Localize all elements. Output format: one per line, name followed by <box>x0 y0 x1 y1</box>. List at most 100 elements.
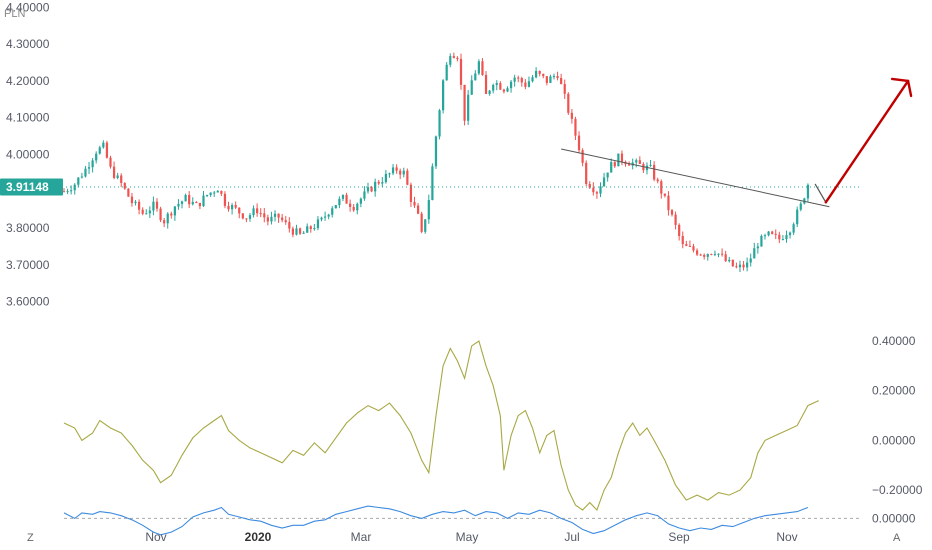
price-candle <box>141 207 144 216</box>
price-candle <box>452 52 455 59</box>
olive-indicator-line <box>63 340 819 512</box>
price-candle <box>760 234 763 247</box>
price-candle <box>234 201 237 210</box>
price-candle <box>438 108 441 140</box>
auto-scale-button-label[interactable]: A <box>893 532 901 544</box>
price-candle <box>345 192 348 204</box>
price-candle <box>756 242 759 254</box>
price-candle <box>445 62 448 81</box>
price-candle <box>263 208 266 223</box>
price-candle <box>180 200 184 209</box>
zoom-button-left-label[interactable]: Z <box>27 532 34 544</box>
price-candle <box>406 168 409 186</box>
blue-oscillator-line <box>63 505 809 536</box>
price-candle <box>620 150 624 166</box>
price-tick-label: 3.70000 <box>6 258 50 272</box>
price-candle <box>713 250 717 257</box>
indicator-lines: 0.00000 <box>63 340 916 536</box>
price-candle <box>316 216 320 231</box>
price-candle <box>481 58 484 76</box>
price-candle <box>70 185 73 195</box>
price-tick-label: 3.60000 <box>6 295 50 309</box>
last-price-badge-bg <box>0 178 63 196</box>
price-candle <box>434 135 438 169</box>
price-pane: 4.40000 4.30000 4.20000 4.10000 4.00000 3.800… <box>0 0 913 309</box>
price-candle <box>470 75 473 95</box>
price-candle <box>159 206 162 223</box>
price-candle <box>613 161 616 168</box>
price-candle <box>574 116 577 141</box>
price-candle <box>767 231 770 237</box>
price-candle <box>184 193 187 202</box>
price-candle <box>302 230 305 234</box>
price-candle <box>374 178 377 197</box>
oscillator-tick-label: 0.00000 <box>872 511 916 525</box>
price-candle <box>238 207 241 219</box>
price-candle <box>717 253 720 258</box>
price-candle <box>509 80 513 93</box>
price-candle <box>381 177 384 187</box>
time-tick-label: Nov <box>145 530 166 544</box>
price-candle <box>155 198 159 212</box>
indicator-pane-1: 0.40000 0.20000 0.00000 −0.20000 0.00000 <box>63 334 923 536</box>
price-candle <box>288 217 291 233</box>
price-candle <box>753 242 756 259</box>
indicator-tick-label: 0.20000 <box>872 384 916 398</box>
price-candle <box>499 81 502 91</box>
price-candle <box>738 260 742 273</box>
price-candle <box>420 211 423 234</box>
price-candle <box>220 190 223 197</box>
price-candle <box>298 227 302 235</box>
price-candle <box>306 223 309 233</box>
price-candle <box>402 167 405 178</box>
price-candle <box>424 219 427 234</box>
price-candle <box>384 169 388 184</box>
price-candle <box>370 186 373 193</box>
price-candle <box>774 229 777 240</box>
time-tick-label: Jul <box>564 530 579 544</box>
price-candle <box>284 215 287 225</box>
price-candle <box>477 59 480 76</box>
zoom-button-left[interactable]: Z <box>27 532 34 544</box>
price-candle <box>248 213 252 222</box>
price-candle <box>338 196 341 209</box>
price-candle <box>581 148 584 167</box>
indicator-tick-label: 0.40000 <box>872 334 916 348</box>
price-candle <box>331 206 334 218</box>
price-candle <box>517 75 520 83</box>
price-candle <box>366 182 370 194</box>
unit-label: PLN <box>4 8 25 20</box>
price-candle <box>806 183 810 202</box>
price-candle <box>724 250 727 262</box>
price-candle <box>334 204 337 209</box>
price-candle <box>313 223 316 231</box>
price-candle <box>120 173 123 188</box>
price-candle <box>259 208 262 218</box>
price-axis: 4.40000 4.30000 4.20000 4.10000 4.00000 3.800… <box>6 0 50 308</box>
price-candle <box>771 230 774 235</box>
price-candle <box>123 182 126 190</box>
price-candle <box>731 259 734 267</box>
price-candle <box>763 233 767 240</box>
price-candle <box>560 73 563 85</box>
price-candle <box>145 209 148 215</box>
time-axis: Nov 2020 Mar May Jul Sep Nov <box>145 530 797 544</box>
price-candle <box>130 192 134 207</box>
price-candle <box>166 212 169 229</box>
price-candle <box>62 188 66 193</box>
price-candle <box>241 213 244 220</box>
price-candles <box>62 52 810 273</box>
auto-scale-button[interactable]: A <box>893 532 901 544</box>
price-candle <box>66 188 69 195</box>
price-candle <box>359 197 362 208</box>
price-candle <box>116 172 119 180</box>
price-tick-label: 3.80000 <box>6 221 50 235</box>
price-candle <box>617 153 620 167</box>
price-candle <box>84 165 87 178</box>
price-candle <box>102 140 105 149</box>
price-candle <box>592 182 595 196</box>
price-candle <box>127 188 130 197</box>
price-candle <box>502 88 506 94</box>
price-candle <box>556 71 559 81</box>
price-candle <box>796 206 799 228</box>
